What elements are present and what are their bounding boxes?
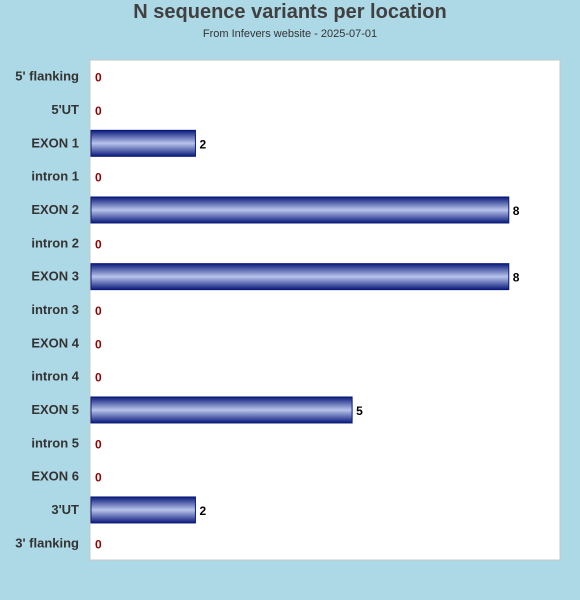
- category-label: EXON 6: [31, 469, 79, 484]
- value-label: 0: [95, 471, 102, 485]
- value-label: 0: [95, 304, 102, 318]
- category-label: 3' flanking: [15, 535, 79, 550]
- category-label: EXON 2: [31, 202, 79, 217]
- value-label: 0: [95, 337, 102, 351]
- category-label: 5'UT: [51, 102, 79, 117]
- value-label: 0: [95, 537, 102, 551]
- category-label: 3'UT: [51, 502, 79, 517]
- category-label: EXON 1: [31, 135, 79, 150]
- category-label: intron 3: [31, 302, 79, 317]
- value-label: 2: [199, 504, 206, 518]
- chart-title: N sequence variants per location: [133, 1, 447, 23]
- value-label: 0: [95, 171, 102, 185]
- category-label: intron 2: [31, 235, 79, 250]
- chart-subtitle: From Infevers website - 2025-07-01: [202, 28, 378, 40]
- value-label: 5: [356, 404, 363, 418]
- category-label: EXON 4: [31, 335, 79, 350]
- bar: [90, 396, 353, 424]
- category-label: intron 4: [31, 369, 79, 384]
- bar: [90, 263, 510, 291]
- category-label: EXON 3: [31, 269, 79, 284]
- category-label: 5' flanking: [15, 69, 79, 84]
- value-label: 0: [95, 104, 102, 118]
- category-label: EXON 5: [31, 402, 79, 417]
- value-label: 2: [199, 137, 206, 151]
- bar: [90, 196, 510, 224]
- bar: [90, 496, 196, 524]
- value-label: 0: [95, 437, 102, 451]
- value-label: 8: [513, 271, 520, 285]
- category-label: intron 1: [31, 169, 79, 184]
- value-label: 0: [95, 71, 102, 85]
- value-label: 0: [95, 237, 102, 251]
- category-label: intron 5: [31, 435, 79, 450]
- value-label: 0: [95, 371, 102, 385]
- bar: [90, 129, 196, 157]
- value-label: 8: [513, 204, 520, 218]
